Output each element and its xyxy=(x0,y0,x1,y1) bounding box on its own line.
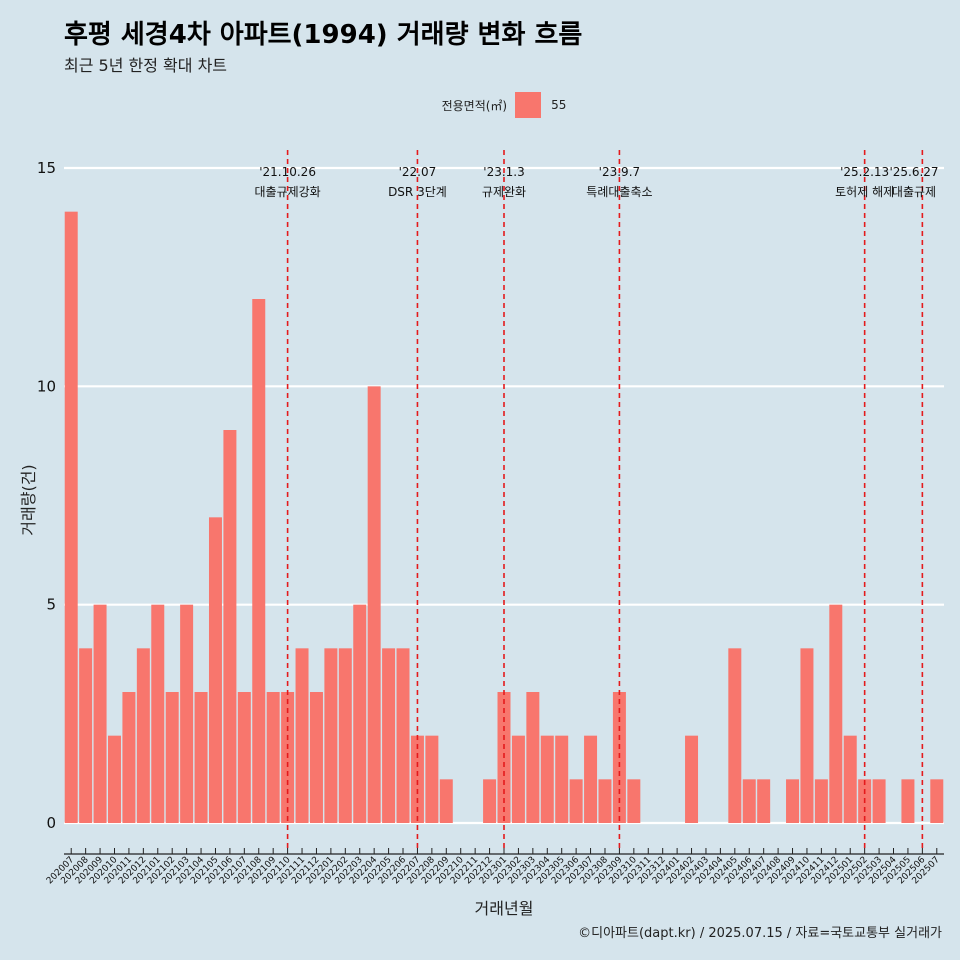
bar xyxy=(237,692,251,823)
bar xyxy=(165,692,179,823)
bar xyxy=(136,648,150,823)
bar xyxy=(324,648,338,823)
event-label: 대출규제강화 xyxy=(254,185,320,199)
bar xyxy=(598,779,612,823)
bar xyxy=(829,604,843,823)
legend: 전용면적(㎡) 55 xyxy=(0,92,960,118)
bar xyxy=(742,779,756,823)
bar xyxy=(872,779,886,823)
x-axis-title: 거래년월 xyxy=(475,899,534,918)
bar xyxy=(151,604,165,823)
bar xyxy=(526,692,540,823)
bar xyxy=(252,299,266,823)
bar xyxy=(64,211,78,823)
bar xyxy=(367,386,381,823)
bar xyxy=(180,604,194,823)
event-date: '23.9.7 xyxy=(599,165,640,179)
bar xyxy=(382,648,396,823)
event-label: 특례대출축소 xyxy=(586,185,652,199)
event-date: '25.2.13 xyxy=(840,165,889,179)
y-tick-label: 5 xyxy=(46,596,56,614)
bar xyxy=(814,779,828,823)
bar xyxy=(338,648,352,823)
bar xyxy=(79,648,93,823)
bar xyxy=(584,735,598,823)
bar xyxy=(396,648,410,823)
bar xyxy=(439,779,453,823)
bar xyxy=(555,735,569,823)
bar xyxy=(208,517,222,823)
bar xyxy=(930,779,944,823)
bar xyxy=(786,779,800,823)
event-label: 규제완화 xyxy=(482,185,526,199)
bar xyxy=(266,692,280,823)
bar xyxy=(410,735,424,823)
bar xyxy=(757,779,771,823)
bar xyxy=(901,779,915,823)
event-date: '23.1.3 xyxy=(483,165,524,179)
y-tick-label: 10 xyxy=(37,377,56,395)
bar xyxy=(353,604,367,823)
bar xyxy=(540,735,554,823)
bar xyxy=(511,735,525,823)
bar xyxy=(728,648,742,823)
event-date: '21.10.26 xyxy=(259,165,316,179)
bar xyxy=(483,779,497,823)
bar xyxy=(295,648,309,823)
chart-subtitle: 최근 5년 한정 확대 차트 xyxy=(64,56,228,75)
event-label: 토허제 해제 xyxy=(835,185,894,199)
event-label: 대출규제 xyxy=(892,185,936,199)
bar xyxy=(685,735,699,823)
bar xyxy=(843,735,857,823)
bar xyxy=(194,692,208,823)
bar xyxy=(108,735,121,823)
bar xyxy=(309,692,323,823)
bar xyxy=(800,648,814,823)
y-axis-title: 거래량(건) xyxy=(19,464,38,535)
legend-swatch xyxy=(515,92,542,118)
legend-label: 55 xyxy=(551,98,567,112)
event-label: DSR 3단계 xyxy=(388,185,447,199)
source-caption: ©디아파트(dapt.kr) / 2025.07.15 / 자료=국토교통부 실… xyxy=(578,926,942,941)
bar xyxy=(627,779,641,823)
bar xyxy=(569,779,583,823)
chart-title: 후평 세경4차 아파트(1994) 거래량 변화 흐름 xyxy=(64,20,583,50)
legend-title: 전용면적(㎡) xyxy=(441,98,508,113)
y-tick-label: 0 xyxy=(46,814,56,832)
event-date: '25.6.27 xyxy=(889,165,938,179)
bar xyxy=(425,735,439,823)
event-date: '22.07 xyxy=(399,165,437,179)
bar xyxy=(223,430,237,823)
bar xyxy=(122,692,136,823)
bar xyxy=(93,604,107,823)
y-tick-label: 15 xyxy=(37,159,56,177)
